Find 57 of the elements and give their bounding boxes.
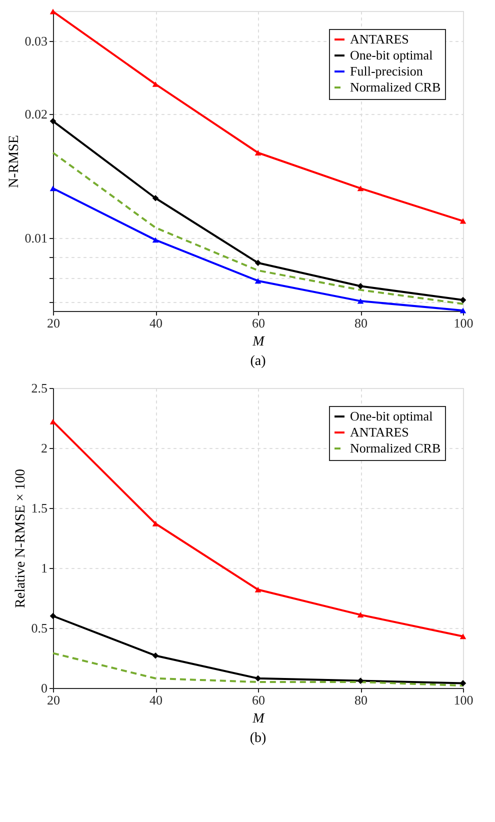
point — [357, 678, 364, 684]
point — [152, 237, 159, 243]
legend-label: Normalized CRB — [350, 440, 441, 456]
legend-label: One-bit optimal — [350, 48, 434, 62]
y-axis-title: N-RMSE — [6, 135, 22, 188]
x-tick-label: 40 — [150, 316, 162, 330]
x-tick-label: 20 — [47, 316, 60, 330]
legend-label: One-bit optimal — [350, 408, 434, 424]
point — [357, 282, 364, 290]
text: (b) — [250, 731, 266, 746]
x-tick-label: 100 — [454, 692, 474, 708]
y-tick-label: 0.03 — [24, 34, 48, 49]
point — [460, 308, 466, 314]
legend-label: Normalized CRB — [350, 80, 441, 94]
point — [254, 675, 262, 682]
point — [357, 298, 364, 304]
x-tick-label: 40 — [150, 692, 162, 708]
point — [460, 296, 466, 304]
y-axis-title: Relative N-RMSE × 100 — [13, 469, 28, 608]
point — [152, 194, 159, 202]
point — [254, 586, 262, 592]
x-tick-label: 60 — [252, 316, 265, 330]
point — [254, 278, 262, 284]
point — [50, 612, 56, 620]
point — [460, 680, 466, 686]
point — [50, 8, 56, 14]
x-axis-title: M — [252, 712, 266, 726]
x-tick-label: 80 — [354, 692, 368, 708]
x-axis-title: M — [252, 334, 266, 350]
point — [357, 186, 364, 192]
point — [254, 150, 262, 156]
y-tick-label: 1 — [41, 560, 48, 576]
point — [460, 218, 466, 224]
y-tick-label: 0.5 — [31, 620, 48, 636]
point — [254, 260, 262, 266]
legend-label: Full-precision — [350, 64, 424, 78]
y-tick-label: 0.01 — [24, 230, 48, 246]
y-tick-label: 0.02 — [24, 106, 48, 122]
y-tick-label: 0 — [41, 680, 48, 696]
legend-label: ANTARES — [350, 424, 409, 440]
point — [50, 186, 56, 192]
legend-label: ANTARES — [350, 32, 409, 46]
text: (a) — [250, 354, 266, 369]
y-tick-label: 2 — [41, 440, 48, 456]
x-tick-label: 20 — [47, 692, 60, 708]
point — [50, 418, 56, 424]
point — [152, 81, 159, 87]
point — [357, 612, 364, 618]
y-tick-label: 2.5 — [31, 380, 48, 396]
point — [152, 652, 159, 659]
x-tick-label: 100 — [454, 316, 474, 330]
point — [152, 520, 159, 526]
x-tick-label: 60 — [252, 692, 265, 708]
y-tick-label: 1.5 — [31, 500, 48, 516]
point — [50, 118, 56, 124]
point — [460, 634, 466, 640]
x-tick-label: 80 — [354, 316, 368, 330]
